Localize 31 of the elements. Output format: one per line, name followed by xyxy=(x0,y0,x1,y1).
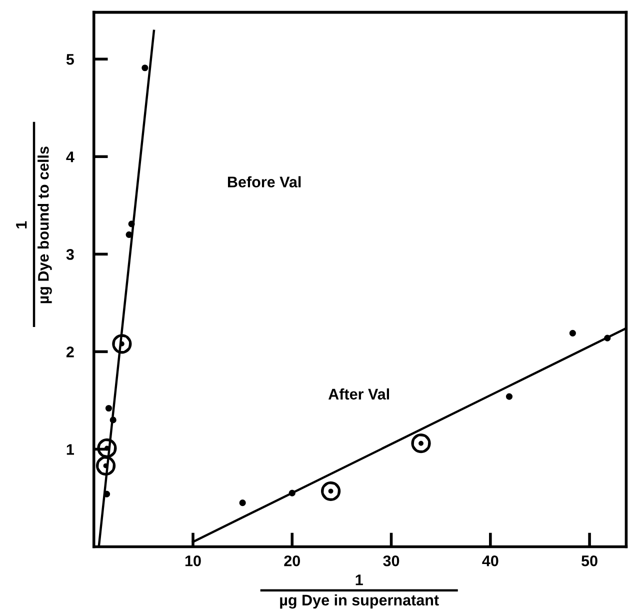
annotation: After Val xyxy=(328,388,390,400)
x-tick-label: 20 xyxy=(284,555,300,566)
y-tick-label: 5 xyxy=(66,54,74,65)
point xyxy=(604,334,611,342)
point xyxy=(112,334,132,354)
y-tick-label: 3 xyxy=(66,249,74,260)
y-axis-title: µg Dye bound to cells xyxy=(38,146,52,304)
y-tick-label: 1 xyxy=(66,444,74,455)
text: 1 xyxy=(356,574,363,586)
x-tick-label: 10 xyxy=(185,555,201,566)
y-tick-label: 4 xyxy=(66,152,74,162)
point xyxy=(105,404,112,412)
annotation: Before Val xyxy=(228,176,301,188)
point xyxy=(96,456,116,476)
point xyxy=(126,231,132,238)
point xyxy=(97,438,117,458)
y-tick-label: 2 xyxy=(66,346,74,358)
x-tick-label: 50 xyxy=(582,555,598,566)
point xyxy=(142,64,148,72)
x-tick-label: 40 xyxy=(482,555,498,566)
point xyxy=(288,490,296,496)
point xyxy=(569,330,576,336)
text: 1 xyxy=(16,221,27,228)
point xyxy=(320,481,341,501)
point xyxy=(411,434,431,454)
x-axis-title: µg Dye in supernatant xyxy=(280,594,439,609)
point xyxy=(239,500,246,506)
point xyxy=(128,220,135,228)
x-tick-label: 30 xyxy=(383,555,400,566)
point xyxy=(110,416,116,424)
point xyxy=(506,393,513,400)
